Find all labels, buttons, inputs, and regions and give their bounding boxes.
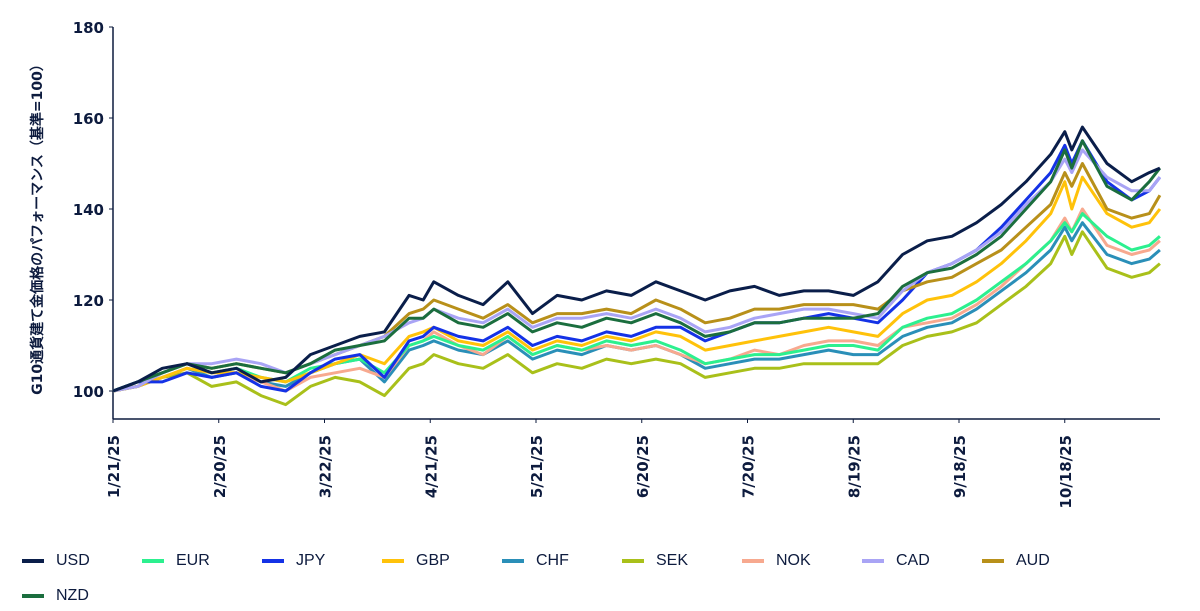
x-tick-label: 6/20/25 <box>634 435 652 498</box>
series-line-jpy <box>112 139 1162 393</box>
legend-label: JPY <box>296 552 326 569</box>
legend-swatch <box>502 559 524 563</box>
legend-label: SEK <box>656 552 689 569</box>
y-tick-label: 100 <box>73 383 104 401</box>
y-tick-label: 160 <box>73 110 104 128</box>
legend-swatch <box>382 559 404 563</box>
legend-label: GBP <box>416 552 450 569</box>
legend-item-nzd: NZD <box>22 584 89 608</box>
y-tick-label: 140 <box>73 201 104 219</box>
x-tick-label: 10/18/25 <box>1057 435 1075 509</box>
series-line-usd <box>112 125 1161 393</box>
legend-item-sek: SEK <box>622 549 688 573</box>
series-line-gbp <box>112 175 1162 393</box>
y-axis-title: G10通貨建て金価格のパフォーマンス（基準=100） <box>29 57 46 395</box>
legend-label: EUR <box>176 552 210 569</box>
legend-swatch <box>22 594 44 598</box>
legend-label: AUD <box>1016 552 1050 569</box>
series-line-sek <box>112 230 1161 407</box>
legend-swatch <box>742 559 764 563</box>
legend-swatch <box>862 559 884 563</box>
series-line-aud <box>112 162 1162 393</box>
x-tick-label: 7/20/25 <box>740 435 758 498</box>
legend-item-chf: CHF <box>502 549 569 573</box>
legend-swatch <box>622 559 644 563</box>
x-tick-label: 5/21/25 <box>528 435 546 498</box>
legend-item-gbp: GBP <box>382 549 450 573</box>
legend-swatch <box>22 559 44 563</box>
legend-swatch <box>142 559 164 563</box>
legend-item-aud: AUD <box>982 549 1050 573</box>
y-tick-label: 180 <box>73 19 104 37</box>
legend-swatch <box>262 559 284 563</box>
series-line-cad <box>112 148 1162 393</box>
x-tick-label: 8/19/25 <box>845 435 863 498</box>
legend-item-eur: EUR <box>142 549 210 573</box>
series-line-eur <box>112 212 1161 393</box>
legend-label: USD <box>56 552 90 569</box>
legend-item-nok: NOK <box>742 549 811 573</box>
legend-label: NOK <box>776 552 811 569</box>
x-axis: 1/21/25 2/20/25 3/22/25 4/21/25 5/21/25 6/20/… <box>105 418 1160 509</box>
legend-label: CAD <box>896 552 930 569</box>
legend-swatch <box>982 559 1004 563</box>
legend-item-cad: CAD <box>862 549 930 573</box>
plot-area <box>112 125 1162 407</box>
y-axis: 100 120 140 160 180 <box>73 19 114 419</box>
x-tick-label: 9/18/25 <box>951 435 969 498</box>
legend-label: CHF <box>536 552 569 569</box>
x-tick-label: 1/21/25 <box>105 435 123 498</box>
series-line-nzd <box>112 139 1162 393</box>
x-tick-label: 4/21/25 <box>422 435 440 498</box>
x-tick-label: 2/20/25 <box>211 435 229 498</box>
legend-label: NZD <box>56 587 89 604</box>
y-tick-label: 120 <box>73 292 104 310</box>
x-tick-label: 3/22/25 <box>317 435 335 498</box>
legend-item-usd: USD <box>22 549 90 573</box>
legend-item-jpy: JPY <box>262 549 325 573</box>
